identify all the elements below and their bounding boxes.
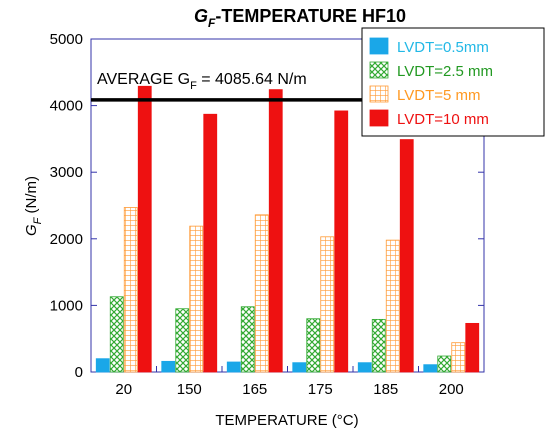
y-tick-label: 4000 (50, 98, 83, 115)
average-label-prefix: AVERAGE G (97, 71, 190, 88)
x-tick-label: 200 (439, 381, 464, 398)
bar-lvdt-2-5-mm-165 (240, 306, 255, 373)
bar-lvdt-2-5-mm-175 (306, 318, 321, 373)
legend-label: LVDT=2.5 mm (397, 63, 493, 80)
bar-lvdt-0-5mm-185 (357, 362, 372, 373)
bar-lvdt-10-mm-185 (399, 139, 414, 373)
x-tick-label: 175 (308, 381, 333, 398)
x-axis-title: TEMPERATURE (°C) (215, 412, 358, 429)
y-tick-label: 3000 (50, 164, 83, 181)
chart-title: GF-TEMPERATURE HF10 (194, 6, 406, 30)
bar-lvdt-2-5-mm-200 (437, 355, 452, 373)
x-tick-label: 185 (373, 381, 398, 398)
y-axis-title-rest: (N/m) (23, 176, 40, 218)
average-label-sub: F (190, 80, 197, 92)
bar-lvdt-0-5mm-150 (161, 360, 176, 373)
y-axis-title: GF (N/m) (23, 176, 44, 236)
x-tick-label: 150 (177, 381, 202, 398)
legend-box (361, 27, 545, 137)
bar-lvdt-0-5mm-20 (95, 358, 110, 373)
bar-lvdt-5-mm-20 (123, 207, 138, 373)
bar-lvdt-0-5mm-200 (423, 364, 438, 373)
bar-lvdt-5-mm-200 (451, 342, 466, 373)
y-tick-label: 2000 (50, 231, 83, 248)
chart-title-sub: F (208, 16, 216, 30)
bar-lvdt-10-mm-165 (268, 89, 283, 373)
x-tick-label: 20 (115, 381, 132, 398)
legend-swatch (369, 109, 389, 127)
bar-lvdt-10-mm-20 (137, 85, 152, 373)
average-label: AVERAGE GF = 4085.64 N/m (97, 71, 307, 92)
bar-lvdt-10-mm-175 (334, 110, 349, 373)
bar-lvdt-2-5-mm-150 (175, 308, 190, 373)
bar-lvdt-10-mm-150 (203, 113, 218, 373)
y-tick-label: 0 (75, 364, 83, 381)
legend: LVDT=0.5mm LVDT=2.5 mm LVDT=5 mm LVDT=10 mm (361, 27, 545, 137)
legend-label: LVDT=0.5mm (397, 39, 489, 56)
bar-lvdt-10-mm-200 (465, 322, 480, 373)
bar-lvdt-2-5-mm-20 (109, 296, 124, 373)
bar-lvdt-5-mm-175 (320, 236, 335, 373)
bars-group (95, 85, 480, 373)
legend-swatch (369, 61, 389, 79)
y-axis-title-sub: F (32, 216, 44, 224)
y-tick-label: 5000 (50, 31, 83, 48)
chart-title-main: G (194, 6, 208, 26)
legend-label: LVDT=10 mm (397, 111, 489, 128)
x-tick-label: 165 (242, 381, 267, 398)
legend-swatch (369, 85, 389, 103)
y-tick-label: 1000 (50, 297, 83, 314)
bar-lvdt-5-mm-185 (385, 239, 400, 373)
legend-swatch (369, 37, 389, 55)
y-axis: 0 1000 2000 3000 4000 5000 (50, 31, 484, 381)
average-label-suffix: = 4085.64 N/m (197, 71, 307, 88)
bar-lvdt-0-5mm-165 (226, 361, 241, 373)
chart-title-rest: -TEMPERATURE HF10 (215, 6, 406, 26)
bar-lvdt-0-5mm-175 (292, 362, 307, 373)
bar-lvdt-5-mm-165 (254, 214, 269, 373)
x-axis: 20 150 165 175 185 200 (115, 366, 464, 398)
y-axis-title-main: G (23, 224, 40, 236)
legend-label: LVDT=5 mm (397, 87, 481, 104)
bar-lvdt-5-mm-150 (189, 225, 204, 373)
bar-lvdt-2-5-mm-185 (371, 318, 386, 373)
